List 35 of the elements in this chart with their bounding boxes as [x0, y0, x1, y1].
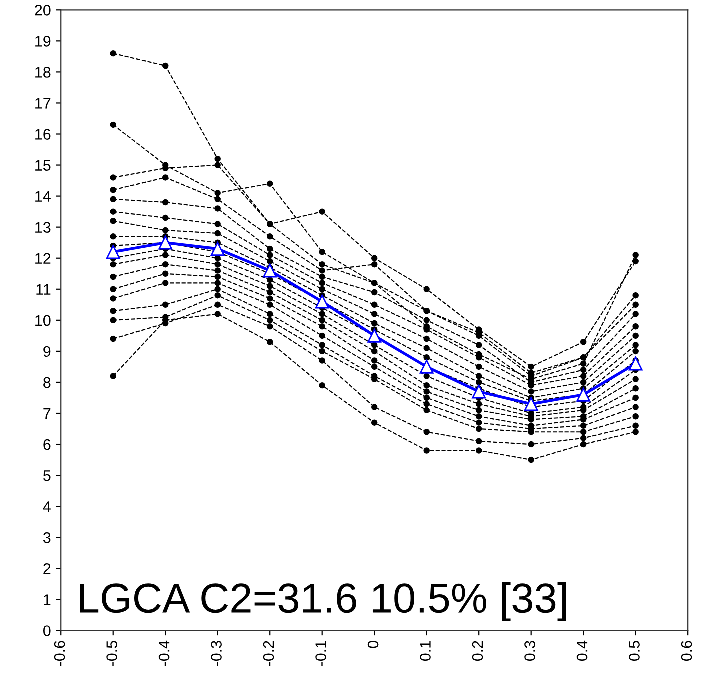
y-tick-label: 6 — [44, 439, 51, 450]
y-tick-label: 11 — [36, 284, 51, 295]
y-tick-label: 9 — [44, 346, 51, 358]
x-tick-label: -0.2 — [263, 641, 274, 666]
y-tick-label: 4 — [43, 502, 51, 512]
y-tick-label: 12 — [36, 253, 51, 264]
y-tick-label: 8 — [44, 377, 51, 388]
y-tick-label: 18 — [36, 67, 51, 78]
y-tick-label: 13 — [36, 222, 51, 234]
y-tick-label: 17 — [36, 98, 51, 109]
y-tick-label: 0 — [43, 626, 51, 636]
y-tick-label: 15 — [36, 160, 51, 171]
x-tick-label: 0.3 — [524, 641, 536, 662]
y-tick-label: 3 — [43, 532, 51, 544]
y-tick-label: 10 — [36, 315, 51, 326]
y-tick-label: 14 — [36, 191, 51, 202]
x-tick-label: -0.6 — [54, 641, 66, 666]
x-tick-label: -0.3 — [211, 641, 222, 666]
x-tick-label: -0.5 — [106, 641, 118, 666]
y-tick-label: 5 — [44, 470, 51, 482]
annotation: LGCA C2=31.6 10.5% [33] — [80, 582, 566, 622]
y-tick-label: 20 — [35, 5, 51, 16]
x-tick-label: -0.4 — [158, 640, 170, 666]
x-tick-label: 0.2 — [472, 641, 484, 662]
x-tick-label: 0 — [368, 641, 379, 648]
y-tick-label: 1 — [44, 594, 51, 606]
y-tick-label: 16 — [36, 129, 51, 140]
x-tick-label: 0.5 — [629, 641, 640, 662]
y-tick-label: 19 — [36, 36, 51, 47]
x-tick-label: 0.1 — [420, 641, 431, 662]
x-tick-label: 0.6 — [681, 641, 692, 662]
x-tick-label: -0.1 — [316, 641, 326, 666]
x-tick-label: 0.4 — [576, 640, 588, 662]
y-tick-label: 7 — [44, 408, 51, 420]
y-tick-label: 2 — [44, 564, 51, 574]
